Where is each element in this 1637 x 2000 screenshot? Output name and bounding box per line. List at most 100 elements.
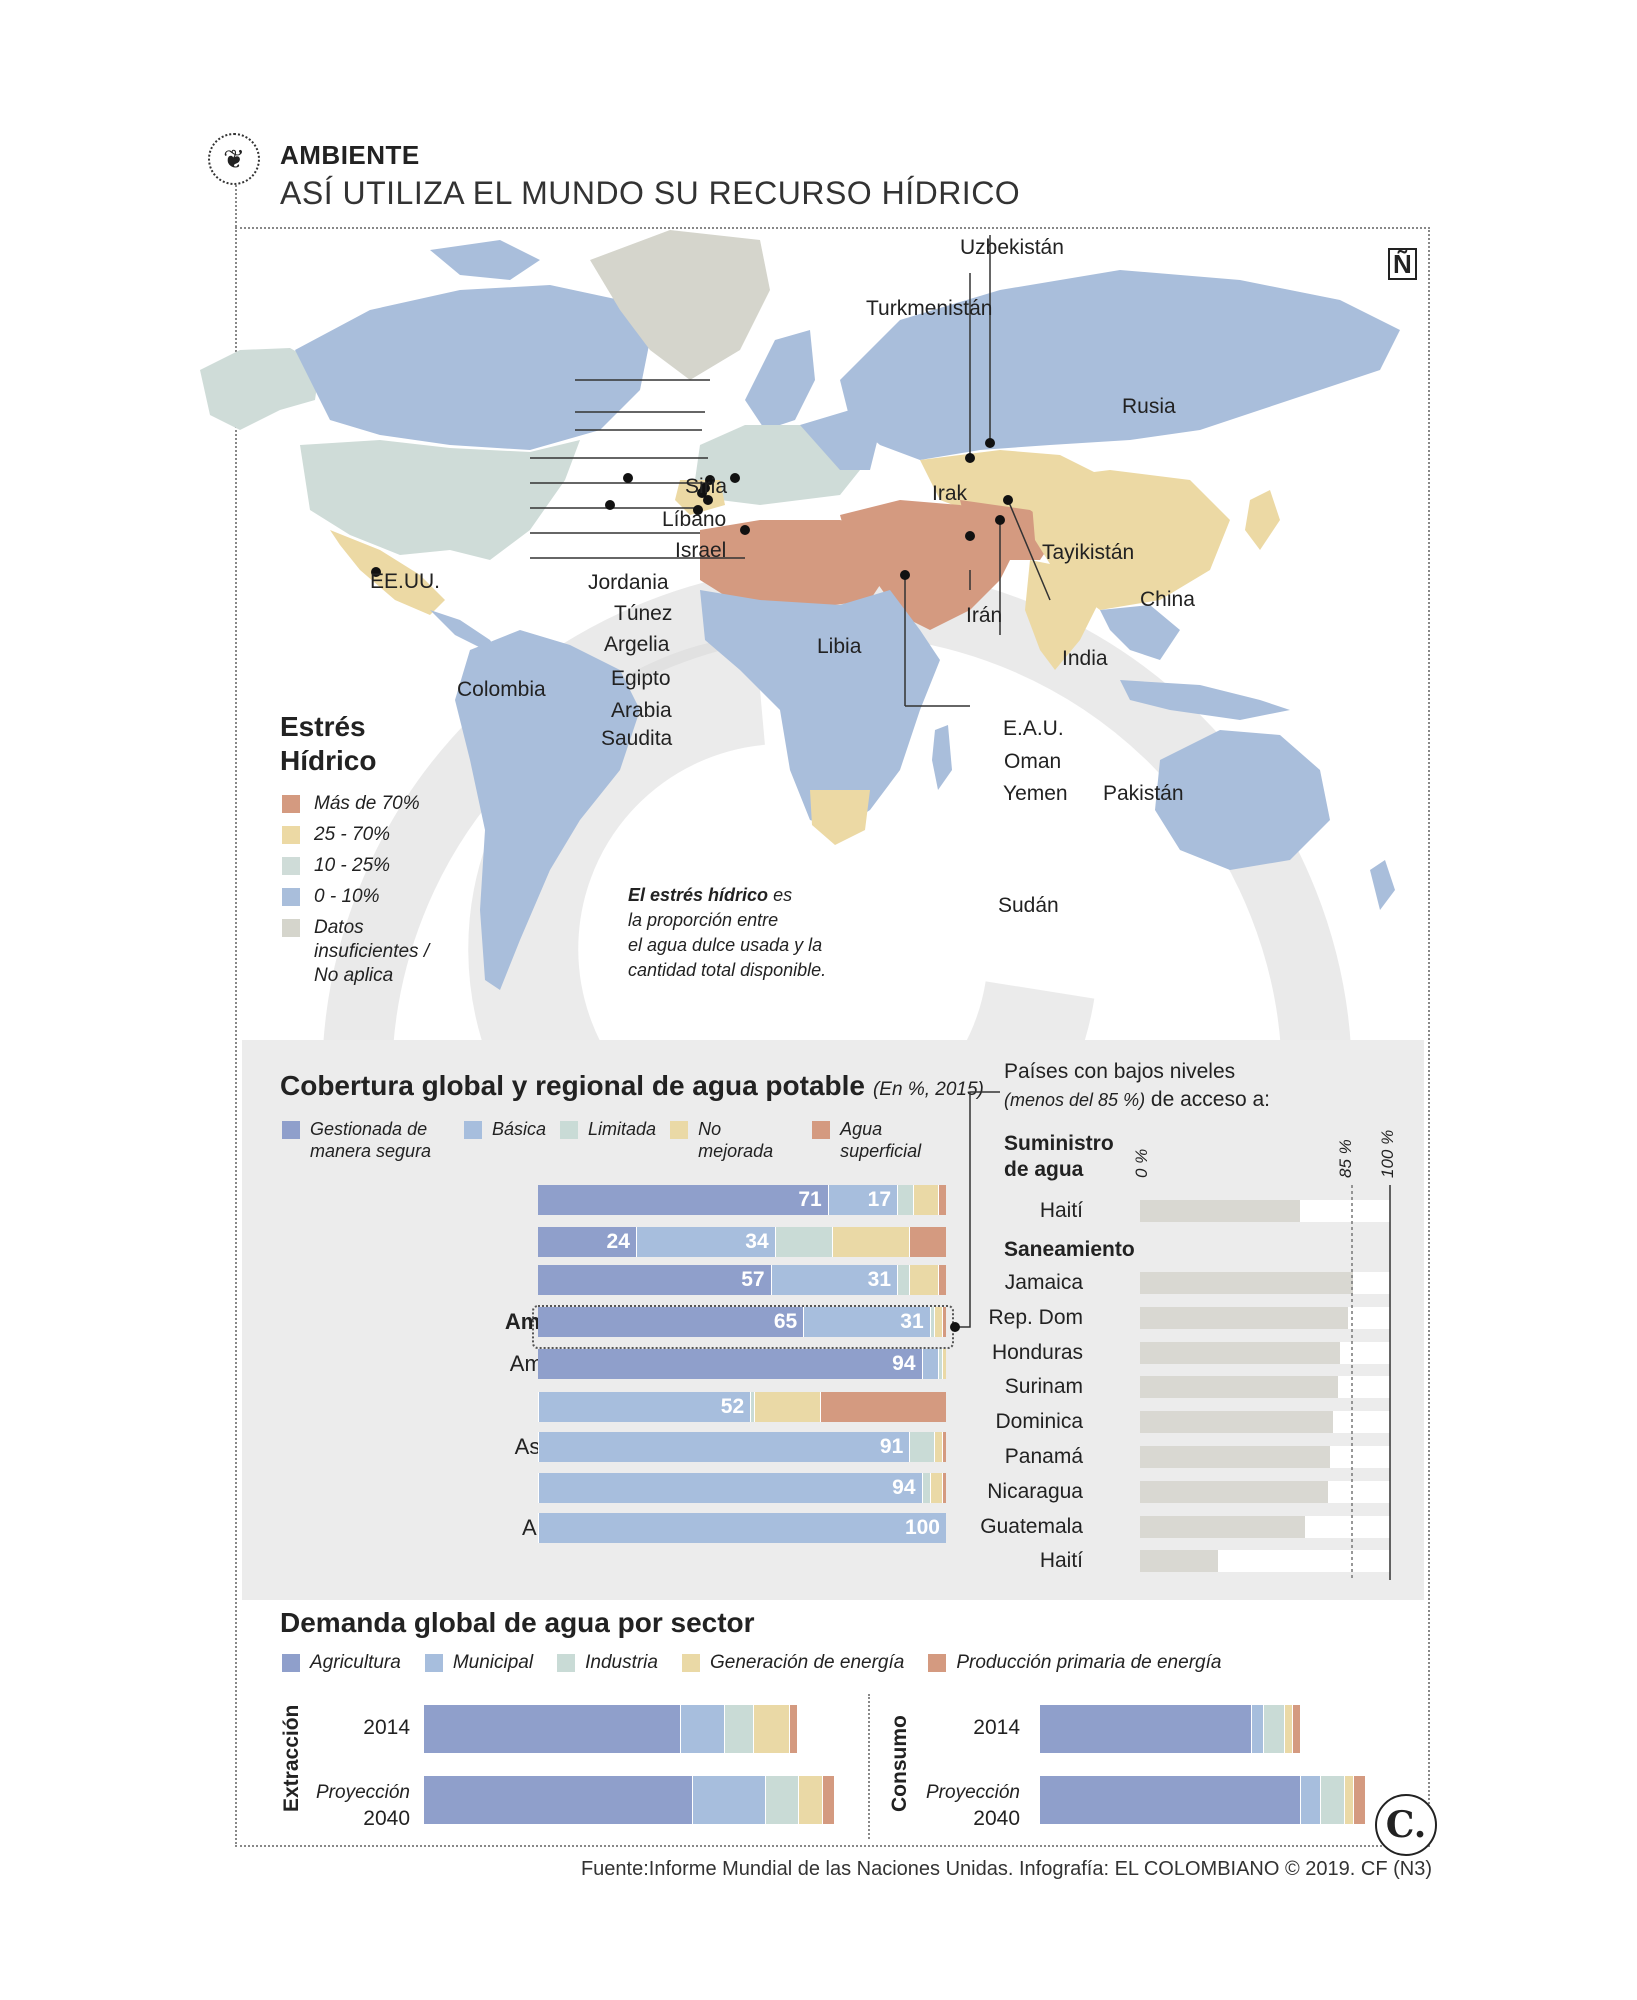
low-access-row: Jamaica xyxy=(960,1269,1390,1297)
demand-bar xyxy=(1040,1776,1365,1824)
low-access-row: Haití xyxy=(960,1197,1390,1225)
coverage-bar: 100 xyxy=(538,1513,946,1543)
coverage-legend-item: Básica xyxy=(464,1118,546,1140)
map-label-china: China xyxy=(1140,588,1195,611)
coverage-value-label: 24 xyxy=(606,1230,630,1253)
demand-segment xyxy=(724,1705,753,1753)
coverage-segment xyxy=(909,1432,934,1462)
legend-swatch xyxy=(282,919,300,937)
legend-label: 0 - 10% xyxy=(314,886,380,907)
region-india xyxy=(1025,560,1100,670)
demand-year-2040-consumption: Proyección 2040 xyxy=(926,1782,1020,1830)
stress-legend-item: Más de 70% xyxy=(282,792,444,816)
coverage-segment xyxy=(909,1227,946,1257)
legend-label: Básica xyxy=(492,1119,547,1139)
low-access-title: Países con bajos niveles (menos del 85 %… xyxy=(1004,1060,1270,1111)
legend-label: Datos insuficientes / No aplica xyxy=(314,917,430,986)
region-africa xyxy=(700,590,940,830)
low-access-row: Rep. Dom xyxy=(960,1304,1390,1332)
demand-segment xyxy=(752,1705,790,1753)
demand-segment xyxy=(679,1705,725,1753)
legend-swatch xyxy=(560,1121,579,1139)
demand-legend-item: Generación de energía xyxy=(681,1652,905,1674)
coverage-segment: 91 xyxy=(538,1432,910,1462)
coverage-segment: 34 xyxy=(635,1227,775,1257)
map-label-turkmenistan: Turkmenistán xyxy=(866,297,993,320)
legend-swatch xyxy=(812,1121,831,1139)
demand-segment xyxy=(1291,1705,1300,1753)
coverage-title: Cobertura global y regional de agua pota… xyxy=(280,1070,984,1101)
low-access-country: Panamá xyxy=(1004,1445,1083,1468)
low-access-row: Guatemala xyxy=(960,1513,1390,1541)
coverage-row: Oceanía52 xyxy=(250,1390,950,1424)
legend-label: 10 - 25% xyxy=(314,855,391,876)
low-access-country: Dominica xyxy=(995,1410,1083,1434)
legend-swatch xyxy=(928,1654,947,1672)
legend-swatch xyxy=(282,826,300,844)
demand-year-2040-extraction: Proyección 2040 xyxy=(316,1782,410,1830)
legend-swatch xyxy=(681,1654,700,1672)
coverage-legend-item: Agua superficial xyxy=(812,1118,950,1162)
region-central-america xyxy=(430,610,500,655)
legend-swatch xyxy=(557,1654,576,1672)
map-label-saudita: Saudita xyxy=(601,727,673,750)
legend-swatch xyxy=(670,1121,689,1139)
coverage-segment: 57 xyxy=(538,1265,771,1295)
coverage-value-label: 94 xyxy=(892,1476,916,1499)
coverage-segment: 94 xyxy=(538,1349,922,1379)
coverage-segment xyxy=(819,1392,946,1422)
coverage-value-label: 52 xyxy=(720,1395,745,1418)
coverage-segment: 71 xyxy=(538,1185,828,1215)
legend-label: Generación de energía xyxy=(709,1652,905,1673)
coverage-row: Global7117 xyxy=(250,1183,950,1217)
map-label-iran: Irán xyxy=(966,604,1003,627)
demand-divider xyxy=(868,1694,870,1839)
demand-group-consumption: Consumo xyxy=(888,1715,911,1812)
coverage-bar: 57 31 xyxy=(538,1265,946,1295)
coverage-row: Asia Central y del Sur5731 xyxy=(250,1263,950,1297)
coverage-segment xyxy=(897,1185,914,1215)
legend-swatch xyxy=(424,1654,443,1672)
coverage-segment xyxy=(831,1227,910,1257)
low-access-row: Dominica xyxy=(960,1408,1390,1436)
demand-segment xyxy=(1299,1776,1321,1824)
coverage-segment xyxy=(937,1349,942,1379)
demand-segment xyxy=(1040,1776,1300,1824)
stress-legend-item: 0 - 10% xyxy=(282,885,444,909)
demand-segment xyxy=(1344,1776,1353,1824)
demand-legend-item: Industria xyxy=(557,1652,658,1674)
low-access-bar xyxy=(1140,1411,1333,1434)
low-access-country: Guatemala xyxy=(980,1514,1083,1538)
demand-segment xyxy=(1320,1776,1345,1824)
coverage-segment: 31 xyxy=(803,1307,930,1337)
demand-legend: Agricultura Municipal Industria Generación … xyxy=(282,1652,1221,1674)
coverage-row: América del Norte y Europa94 xyxy=(250,1347,950,1381)
legend-swatch xyxy=(464,1121,482,1139)
legend-label: Industria xyxy=(585,1652,658,1673)
coverage-value-label: 91 xyxy=(879,1435,904,1458)
demand-bar xyxy=(424,1705,798,1753)
coverage-segment xyxy=(933,1307,942,1337)
low-access-row: Nicaragua xyxy=(960,1478,1390,1506)
coverage-segment xyxy=(913,1185,938,1215)
low-access-country: Haití xyxy=(1039,1549,1083,1573)
demand-segment xyxy=(821,1776,835,1824)
region-alaska xyxy=(200,348,320,430)
map-label-libia: Libia xyxy=(817,635,862,658)
legend-label: No mejorada xyxy=(698,1119,774,1161)
coverage-segment xyxy=(937,1185,946,1215)
demand-segment xyxy=(797,1776,822,1824)
legend-label: Agua superficial xyxy=(840,1119,922,1161)
map-label-tunez: Túnez xyxy=(614,602,673,625)
demand-segment xyxy=(765,1776,798,1824)
low-access-bar xyxy=(1140,1515,1305,1538)
coverage-segment xyxy=(941,1307,946,1337)
coverage-segment xyxy=(750,1392,755,1422)
coverage-legend: Gestionada de manera segura Básica Limitad… xyxy=(282,1118,950,1162)
map-label-india: India xyxy=(1062,647,1108,670)
low-access-bar xyxy=(1140,1446,1330,1468)
coverage-bar: 94 xyxy=(538,1349,946,1379)
world-map xyxy=(200,230,1400,990)
stress-legend-item: Datos insuficientes / No aplica xyxy=(282,916,444,988)
coverage-segment xyxy=(941,1349,946,1379)
